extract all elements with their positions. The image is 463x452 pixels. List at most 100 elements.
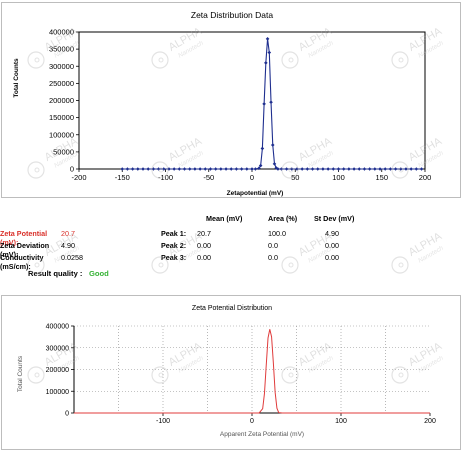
data-point bbox=[198, 167, 202, 171]
data-point bbox=[156, 167, 161, 171]
watermark-brand: ALPHA bbox=[407, 230, 445, 259]
y-tick-label: 0 bbox=[70, 165, 74, 174]
data-point bbox=[130, 167, 135, 171]
data-point bbox=[250, 167, 254, 171]
chart-title: Zeta Potential Distribution bbox=[192, 305, 272, 312]
peak-3-mean: 0.00 bbox=[197, 253, 211, 262]
data-point bbox=[151, 167, 156, 171]
data-point bbox=[393, 167, 398, 171]
data-point bbox=[279, 167, 284, 171]
data-point bbox=[146, 167, 150, 171]
conductivity-label: Conductivity (mS/cm): bbox=[0, 253, 44, 271]
data-point bbox=[245, 167, 249, 171]
data-point bbox=[265, 37, 270, 41]
peak-3-label: Peak 3: bbox=[161, 253, 187, 262]
data-point bbox=[352, 167, 356, 171]
watermark-ring-icon bbox=[281, 256, 299, 274]
watermark-ring-icon bbox=[391, 256, 409, 274]
y-tick-label: 400000 bbox=[46, 324, 69, 331]
data-point bbox=[362, 167, 367, 171]
data-point bbox=[331, 167, 336, 171]
peak-1-area: 100.0 bbox=[268, 229, 286, 238]
y-tick-label: 300000 bbox=[46, 345, 69, 352]
x-tick-label: 100 bbox=[332, 173, 345, 182]
data-point bbox=[404, 167, 408, 171]
y-tick-label: 200000 bbox=[49, 96, 74, 105]
zeta-potential-label: Zeta Potential (mV): bbox=[0, 229, 48, 247]
data-point bbox=[373, 167, 377, 171]
data-point bbox=[193, 167, 197, 171]
peak-2-mean: 0.00 bbox=[197, 241, 211, 250]
data-point bbox=[234, 167, 239, 171]
data-point bbox=[300, 167, 304, 171]
x-tick-label: 50 bbox=[291, 173, 299, 182]
x-axis-label: Apparent Zeta Potential (mV) bbox=[220, 431, 304, 438]
data-point bbox=[272, 162, 277, 166]
peak-2-area: 0.0 bbox=[268, 241, 278, 250]
data-point bbox=[270, 143, 275, 147]
y-axis-label: Total Counts bbox=[13, 58, 20, 98]
result-quality-label: Result quality : bbox=[28, 269, 83, 278]
x-tick-label: -100 bbox=[156, 418, 170, 425]
peak-1-mean: 20.7 bbox=[197, 229, 211, 238]
peak-3-stdev: 0.00 bbox=[325, 253, 339, 262]
result-quality-value: Good bbox=[89, 269, 109, 278]
data-point bbox=[419, 167, 424, 171]
data-point bbox=[398, 167, 403, 171]
data-point bbox=[284, 167, 289, 171]
x-tick-label: 100 bbox=[335, 418, 347, 425]
data-point bbox=[253, 167, 258, 171]
peak-2-label: Peak 2: bbox=[161, 241, 187, 250]
data-point bbox=[409, 167, 413, 171]
data-point bbox=[276, 167, 280, 171]
zeta-distribution-chart: Zeta Distribution Data Total Counts Zeta… bbox=[13, 10, 431, 197]
data-point bbox=[336, 167, 341, 171]
peak-3-area: 0.0 bbox=[268, 253, 278, 262]
y-tick-label: 400000 bbox=[49, 28, 74, 37]
x-tick-label: 200 bbox=[424, 418, 436, 425]
data-point bbox=[172, 167, 176, 171]
data-point bbox=[347, 167, 351, 171]
peak-2-stdev: 0.00 bbox=[325, 241, 339, 250]
watermark-dot-icon bbox=[288, 262, 294, 268]
chart-title: Zeta Distribution Data bbox=[191, 10, 273, 20]
data-point bbox=[239, 167, 244, 171]
data-point bbox=[136, 167, 140, 171]
data-point bbox=[213, 167, 218, 171]
y-tick-label: 50000 bbox=[53, 147, 74, 156]
data-point bbox=[167, 167, 171, 171]
peak-1-label: Peak 1: bbox=[161, 229, 187, 238]
zeta-potential-value: 20.7 bbox=[61, 229, 75, 238]
watermark-dot-icon bbox=[158, 262, 164, 268]
area-header: Area (%) bbox=[268, 214, 298, 223]
watermark-sub: Nanotech bbox=[417, 244, 445, 264]
y-tick-label: 350000 bbox=[49, 45, 74, 54]
data-point bbox=[161, 167, 166, 171]
x-tick-label: -50 bbox=[203, 173, 214, 182]
y-tick-label: 150000 bbox=[49, 113, 74, 122]
y-tick-label: 250000 bbox=[49, 79, 74, 88]
peak-1-stdev: 4.90 bbox=[325, 229, 339, 238]
data-point bbox=[321, 167, 325, 171]
y-tick-label: 300000 bbox=[49, 62, 74, 71]
data-point bbox=[357, 167, 362, 171]
data-point bbox=[187, 167, 192, 171]
data-point bbox=[177, 167, 182, 171]
zeta-potential-chart: Zeta Potential Distribution Total Counts… bbox=[17, 305, 436, 438]
data-point bbox=[219, 167, 223, 171]
plot-frame bbox=[78, 31, 426, 170]
data-point bbox=[120, 167, 125, 171]
x-tick-label: -100 bbox=[158, 173, 173, 182]
data-point bbox=[341, 167, 346, 171]
zeta-potential-panel: Zeta Potential Distribution Total Counts… bbox=[1, 295, 461, 450]
x-tick-label: -150 bbox=[115, 173, 130, 182]
conductivity-value: 0.0258 bbox=[61, 253, 83, 262]
data-point bbox=[310, 167, 315, 171]
stdev-header: St Dev (mV) bbox=[314, 214, 355, 223]
data-point bbox=[267, 50, 272, 55]
data-point bbox=[257, 166, 261, 171]
data-point bbox=[269, 100, 273, 105]
x-tick-label: 0 bbox=[250, 173, 254, 182]
x-axis-label: Zetapotential (mV) bbox=[227, 190, 284, 197]
